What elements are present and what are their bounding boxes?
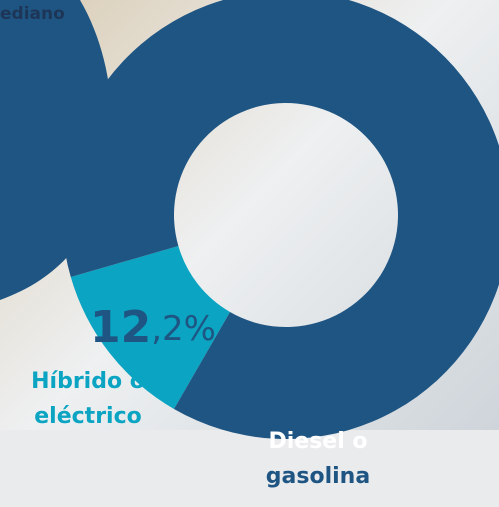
category-line: eléctrico xyxy=(34,404,142,429)
donut-segment xyxy=(62,0,499,439)
value-label-integer: 12 xyxy=(90,302,151,353)
category-label: Híbrido o eléctrico xyxy=(31,369,145,429)
category-line: gasolina xyxy=(266,464,370,489)
category-label: Diesel o gasolina xyxy=(266,429,370,489)
category-line: Diesel o xyxy=(268,429,367,454)
value-label-fraction: ,2% xyxy=(151,309,216,349)
value-label-integer: 87 xyxy=(232,359,293,410)
value-label: 87,8% xyxy=(232,359,358,410)
bottom-band xyxy=(0,430,499,507)
value-label: 12,2% xyxy=(90,302,216,353)
caption: ediano xyxy=(0,4,65,24)
donut-segment xyxy=(70,246,231,409)
category-line: Híbrido o xyxy=(31,369,145,394)
value-label-fraction: ,8% xyxy=(293,366,358,406)
